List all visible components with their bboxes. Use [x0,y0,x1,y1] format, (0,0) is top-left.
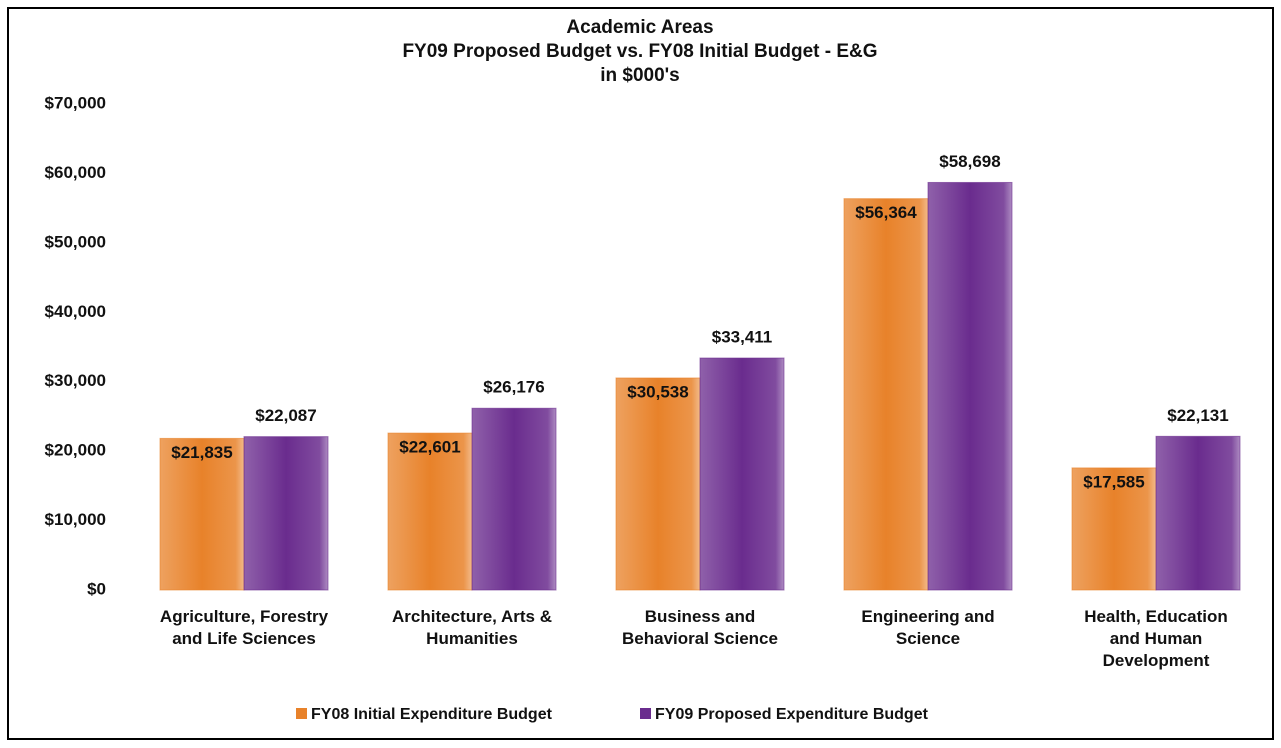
y-tick-label: $60,000 [45,163,106,182]
x-tick-label-line: Agriculture, Forestry [160,607,329,626]
chart-title: Academic Areas [566,17,713,38]
data-label: $30,538 [627,382,688,401]
legend-label: FY09 Proposed Expenditure Budget [655,706,929,723]
data-label: $33,411 [712,328,773,347]
y-tick-label: $70,000 [45,93,106,112]
y-tick-label: $50,000 [45,232,106,251]
bar [1072,467,1156,590]
bar-edge [243,436,329,591]
x-tick-label-line: Behavioral Science [622,629,778,648]
legend-swatch [640,708,651,719]
bar [244,436,328,590]
x-tick-label: Health, Education and Human Development [1084,607,1228,670]
legend-label: FY08 Initial Expenditure Budget [311,706,553,723]
y-tick-label: $40,000 [45,302,106,321]
chart-title: FY09 Proposed Budget vs. FY08 Initial Bu… [402,41,877,62]
y-tick-label: $0 [87,579,106,598]
bar [844,198,928,591]
bar [160,438,244,590]
bar [472,408,556,590]
x-tick-label-line: and Human [1110,629,1203,648]
bar-edge [699,357,785,591]
y-tick-label: $20,000 [45,441,106,460]
bar-edge [471,407,557,591]
bar [928,182,1012,590]
x-tick-label: Engineering and Science [861,607,994,648]
bar-edge [927,181,1013,591]
x-tick-label: Agriculture, Forestry and Life Sciences [160,607,329,648]
data-label: $21,835 [171,443,232,462]
legend-swatch [296,708,307,719]
data-label: $26,176 [483,378,544,397]
data-label: $17,585 [1083,472,1144,491]
bar [700,358,784,590]
bar [1156,436,1240,590]
x-tick-label-line: and Life Sciences [172,629,316,648]
bar [388,433,472,590]
x-tick-label: Architecture, Arts & Humanities [392,607,552,648]
chart-border [7,7,1274,740]
x-tick-label-line: Development [1103,651,1210,670]
x-tick-label-line: Humanities [426,629,518,648]
data-label: $22,601 [399,438,460,457]
x-tick-label: Business and Behavioral Science [622,607,778,648]
x-tick-label-line: Health, Education [1084,607,1228,626]
x-tick-label-line: Science [896,629,960,648]
x-tick-label-line: Business and [645,607,756,626]
chart-title: in $000's [600,65,680,86]
x-tick-label-line: Engineering and [861,607,994,626]
bar-edge [1155,435,1241,591]
data-label: $22,087 [255,406,316,425]
bar [616,377,700,590]
y-tick-label: $30,000 [45,371,106,390]
data-label: $22,131 [1167,406,1228,425]
data-label: $56,364 [855,203,917,222]
data-label: $58,698 [939,152,1000,171]
y-tick-label: $10,000 [45,510,106,529]
x-tick-label-line: Architecture, Arts & [392,607,552,626]
